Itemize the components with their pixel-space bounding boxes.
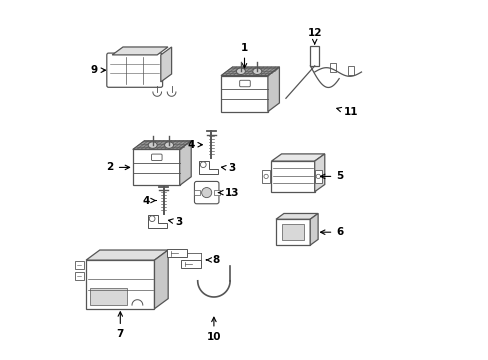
Bar bbox=[181, 260, 201, 268]
Polygon shape bbox=[133, 149, 179, 185]
Polygon shape bbox=[271, 154, 324, 161]
Circle shape bbox=[201, 188, 211, 198]
Bar bbox=[347, 66, 353, 75]
Polygon shape bbox=[221, 67, 279, 76]
Bar bbox=[75, 261, 84, 269]
Text: 2: 2 bbox=[106, 162, 129, 172]
Polygon shape bbox=[148, 215, 166, 228]
Ellipse shape bbox=[164, 142, 173, 148]
Bar bbox=[282, 224, 303, 240]
Text: 12: 12 bbox=[307, 28, 321, 44]
Polygon shape bbox=[161, 47, 171, 82]
Circle shape bbox=[149, 216, 155, 221]
Polygon shape bbox=[221, 76, 267, 112]
Polygon shape bbox=[179, 141, 191, 185]
Text: 10: 10 bbox=[206, 317, 221, 342]
Text: 13: 13 bbox=[218, 188, 239, 198]
Ellipse shape bbox=[236, 68, 245, 75]
Polygon shape bbox=[267, 67, 279, 112]
Text: 6: 6 bbox=[320, 227, 343, 237]
Text: 9: 9 bbox=[90, 65, 105, 75]
Polygon shape bbox=[271, 161, 314, 192]
Polygon shape bbox=[309, 213, 318, 245]
Bar bbox=[167, 249, 186, 257]
Bar bbox=[89, 288, 127, 305]
FancyBboxPatch shape bbox=[106, 53, 163, 87]
Text: 1: 1 bbox=[241, 42, 247, 68]
Polygon shape bbox=[199, 161, 218, 174]
Ellipse shape bbox=[252, 68, 261, 75]
Bar bbox=[193, 190, 199, 195]
Polygon shape bbox=[275, 219, 309, 245]
Bar bbox=[213, 190, 219, 195]
Polygon shape bbox=[86, 250, 168, 260]
Text: 3: 3 bbox=[168, 217, 182, 227]
Bar bbox=[314, 170, 321, 183]
Ellipse shape bbox=[148, 142, 157, 148]
Bar bbox=[262, 170, 269, 183]
FancyBboxPatch shape bbox=[151, 154, 162, 161]
FancyBboxPatch shape bbox=[239, 80, 250, 87]
Polygon shape bbox=[112, 47, 168, 55]
Bar bbox=[75, 271, 84, 279]
FancyBboxPatch shape bbox=[194, 181, 219, 204]
Text: 11: 11 bbox=[336, 107, 357, 117]
Polygon shape bbox=[314, 154, 324, 192]
Bar bbox=[329, 63, 335, 72]
Circle shape bbox=[316, 174, 320, 179]
Text: 3: 3 bbox=[221, 163, 235, 174]
Text: 5: 5 bbox=[320, 171, 343, 181]
Polygon shape bbox=[154, 250, 168, 309]
Polygon shape bbox=[133, 141, 191, 149]
Bar bbox=[310, 46, 318, 66]
Polygon shape bbox=[86, 260, 154, 309]
Circle shape bbox=[264, 174, 268, 179]
Text: 4: 4 bbox=[187, 140, 202, 150]
Polygon shape bbox=[275, 213, 318, 219]
Text: 7: 7 bbox=[116, 312, 124, 339]
Circle shape bbox=[200, 162, 206, 167]
Text: 4: 4 bbox=[142, 195, 156, 206]
Text: 8: 8 bbox=[206, 255, 219, 265]
